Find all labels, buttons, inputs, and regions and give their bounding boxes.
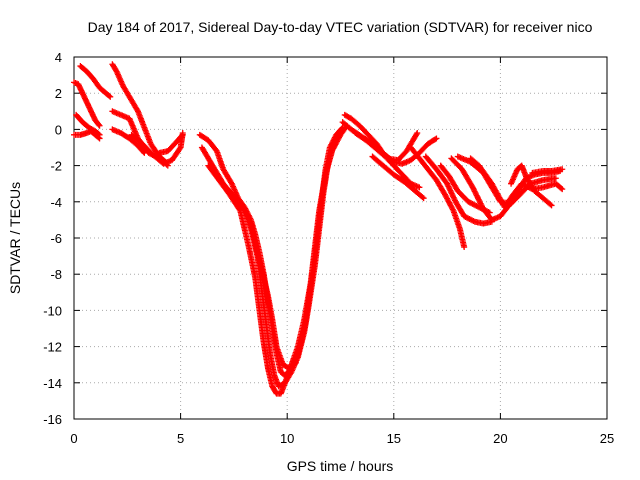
chart-title: Day 184 of 2017, Sidereal Day-to-day VTE…: [88, 19, 593, 35]
data-point: [433, 135, 440, 142]
data-point: [420, 195, 427, 202]
y-tick-label: 2: [55, 86, 62, 101]
x-tick-label: 20: [493, 431, 507, 446]
data-point: [95, 130, 102, 137]
data-point: [470, 218, 477, 225]
data-point: [416, 184, 423, 191]
data-point: [414, 130, 421, 137]
data-point: [176, 145, 183, 152]
data-point: [547, 201, 554, 208]
data-point: [179, 131, 186, 138]
x-tick-label: 5: [177, 431, 184, 446]
data-point: [461, 244, 468, 251]
x-axis-label: GPS time / hours: [287, 458, 394, 474]
series-arc-20: [437, 162, 493, 216]
data-point: [558, 185, 565, 192]
data-point: [140, 148, 147, 155]
y-tick-label: -2: [50, 159, 62, 174]
data-marks: [71, 61, 566, 397]
data-point: [432, 136, 439, 143]
y-axis-label: SDTVAR / TECUs: [7, 182, 23, 294]
series-arc-4: [73, 111, 103, 138]
x-tick-label: 25: [600, 431, 614, 446]
series-arc-5: [109, 61, 169, 165]
series-arc-2: [77, 63, 114, 100]
data-point: [548, 202, 555, 209]
series-arc-9: [156, 131, 186, 156]
series-arc-12: [205, 122, 350, 397]
data-point: [559, 186, 566, 193]
series-arc-25: [529, 166, 566, 176]
series-arc-24: [508, 162, 555, 209]
data-point: [106, 92, 113, 99]
data-point: [419, 194, 426, 201]
plot-frame: [73, 56, 608, 420]
y-tick-label: -4: [50, 195, 62, 210]
data-point: [292, 359, 299, 366]
data-point: [96, 122, 103, 129]
series-arc-7: [109, 126, 148, 156]
data-point: [96, 131, 103, 138]
series-arc-1: [71, 79, 103, 129]
x-tick-label: 0: [70, 431, 77, 446]
y-tick-label: -14: [43, 376, 62, 391]
y-tick-label: -6: [50, 231, 62, 246]
data-point: [178, 132, 185, 139]
x-tick-label: 15: [387, 431, 401, 446]
series-arc-13: [239, 202, 299, 372]
data-point: [107, 93, 114, 100]
y-tick-label: -8: [50, 267, 62, 282]
data-point: [141, 149, 148, 156]
series-arc-23: [467, 155, 566, 211]
y-tick-label: 4: [55, 50, 62, 65]
data-point: [559, 166, 566, 173]
x-tick-label: 10: [280, 431, 294, 446]
grid-lines: [74, 57, 607, 419]
data-point: [95, 121, 102, 128]
data-point: [413, 131, 420, 138]
series-arc-16: [352, 130, 421, 164]
series-arc-18: [407, 144, 468, 251]
y-tick-label: 0: [55, 122, 62, 137]
y-tick-label: -10: [43, 303, 62, 318]
y-tick-label: -16: [43, 412, 62, 427]
y-tick-label: -12: [43, 340, 62, 355]
data-point: [383, 154, 390, 161]
series-arc-17: [369, 153, 427, 202]
data-point: [552, 175, 559, 182]
data-point: [291, 360, 298, 367]
